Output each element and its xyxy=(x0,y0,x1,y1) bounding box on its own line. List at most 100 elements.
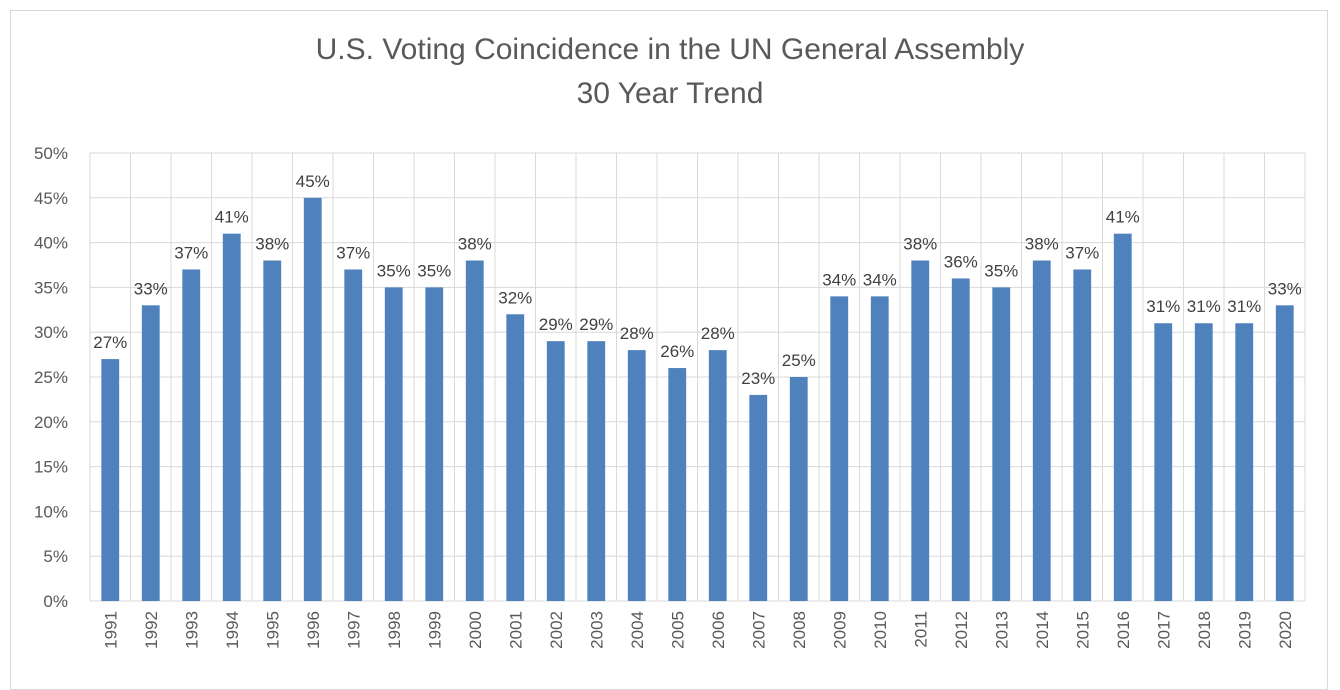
bar xyxy=(506,314,525,601)
x-tick-label: 2007 xyxy=(749,611,768,649)
bar xyxy=(951,278,970,601)
bar xyxy=(911,260,930,601)
chart-title-block: U.S. Voting Coincidence in the UN Genera… xyxy=(0,28,1340,116)
y-tick-label: 35% xyxy=(34,278,68,297)
data-label: 35% xyxy=(377,261,411,280)
bar xyxy=(830,296,849,601)
data-label: 34% xyxy=(822,270,856,289)
y-tick-label: 15% xyxy=(34,458,68,477)
bar xyxy=(749,394,768,601)
bar xyxy=(1032,260,1051,601)
gridlines xyxy=(89,152,1306,602)
bar xyxy=(627,350,646,601)
x-tick-label: 1997 xyxy=(344,611,363,649)
x-tick-label: 1996 xyxy=(304,611,323,649)
x-tick-label: 2006 xyxy=(709,611,728,649)
data-label: 35% xyxy=(417,261,451,280)
data-label: 35% xyxy=(984,261,1018,280)
data-label: 37% xyxy=(1065,243,1099,262)
data-label: 36% xyxy=(944,252,978,271)
bar xyxy=(222,233,241,601)
bar xyxy=(870,296,889,601)
x-tick-label: 2013 xyxy=(992,611,1011,649)
y-tick-label: 10% xyxy=(34,502,68,521)
x-tick-label: 2011 xyxy=(911,611,930,648)
data-labels: 27% 33% 37% 41% 38% 45% 37% 35% 35% 38% 32% 29% 29% 2… xyxy=(93,172,1302,388)
x-tick-label: 2017 xyxy=(1154,611,1173,649)
x-tick-label: 2014 xyxy=(1033,611,1052,649)
y-tick-label: 5% xyxy=(43,547,68,566)
data-label: 31% xyxy=(1146,297,1180,316)
x-axis: 1991 1992 1993 1994 1995 1996 1997 1998 1999 2000… xyxy=(101,611,1295,649)
y-tick-label: 40% xyxy=(34,234,68,253)
bar xyxy=(1194,323,1213,601)
x-tick-label: 2010 xyxy=(871,611,890,649)
data-label: 27% xyxy=(93,333,127,352)
y-tick-label: 20% xyxy=(34,413,68,432)
bar xyxy=(1073,269,1092,601)
bar xyxy=(668,368,687,601)
bar xyxy=(587,341,606,601)
data-label: 33% xyxy=(134,279,168,298)
bar xyxy=(1275,305,1294,601)
x-tick-label: 2012 xyxy=(952,611,971,649)
data-label: 41% xyxy=(1106,208,1140,227)
bar xyxy=(101,359,120,601)
data-label: 38% xyxy=(903,235,937,254)
x-tick-label: 1995 xyxy=(263,611,282,649)
data-label: 31% xyxy=(1187,297,1221,316)
chart-subtitle: 30 Year Trend xyxy=(576,77,764,110)
data-label: 28% xyxy=(701,324,735,343)
data-label: 23% xyxy=(741,369,775,388)
x-tick-label: 2009 xyxy=(830,611,849,649)
bar xyxy=(344,269,363,601)
bar xyxy=(384,287,403,601)
data-label: 38% xyxy=(255,235,289,254)
data-label: 37% xyxy=(336,243,370,262)
data-label: 32% xyxy=(498,288,532,307)
bar xyxy=(1235,323,1254,601)
x-tick-label: 2008 xyxy=(790,611,809,649)
data-label: 45% xyxy=(296,172,330,191)
x-tick-label: 2000 xyxy=(466,611,485,649)
bar xyxy=(263,260,282,601)
x-tick-label: 1991 xyxy=(101,611,120,649)
x-tick-label: 2005 xyxy=(668,611,687,649)
x-tick-label: 1993 xyxy=(182,611,201,649)
bar xyxy=(1113,233,1132,601)
bar xyxy=(789,377,808,601)
data-label: 29% xyxy=(539,315,573,334)
data-label: 33% xyxy=(1268,279,1302,298)
x-tick-label: 2003 xyxy=(587,611,606,649)
data-label: 29% xyxy=(579,315,613,334)
data-label: 26% xyxy=(660,342,694,361)
y-tick-label: 45% xyxy=(34,189,68,208)
y-tick-label: 25% xyxy=(34,368,68,387)
bars xyxy=(101,197,1294,602)
bar xyxy=(303,197,322,602)
chart-title: U.S. Voting Coincidence in the UN Genera… xyxy=(315,33,1025,66)
x-tick-label: 2019 xyxy=(1235,611,1254,649)
x-tick-label: 1992 xyxy=(142,611,161,649)
x-tick-label: 2004 xyxy=(628,611,647,649)
data-label: 41% xyxy=(215,208,249,227)
x-tick-label: 1999 xyxy=(425,611,444,649)
bar xyxy=(1154,323,1173,601)
y-tick-label: 0% xyxy=(43,592,68,611)
bar xyxy=(141,305,160,601)
bar xyxy=(425,287,444,601)
data-label: 25% xyxy=(782,351,816,370)
data-label: 28% xyxy=(620,324,654,343)
bar xyxy=(546,341,565,601)
x-tick-label: 2016 xyxy=(1114,611,1133,649)
bar xyxy=(465,260,484,601)
y-tick-label: 30% xyxy=(34,323,68,342)
y-axis: 0% 5% 10% 15% 20% 25% 30% 35% 40% 45% 50% xyxy=(34,144,68,611)
x-tick-label: 2001 xyxy=(506,611,525,649)
bar xyxy=(708,350,727,601)
y-tick-label: 50% xyxy=(34,144,68,163)
bar xyxy=(992,287,1011,601)
bar xyxy=(182,269,201,601)
data-label: 31% xyxy=(1227,297,1261,316)
